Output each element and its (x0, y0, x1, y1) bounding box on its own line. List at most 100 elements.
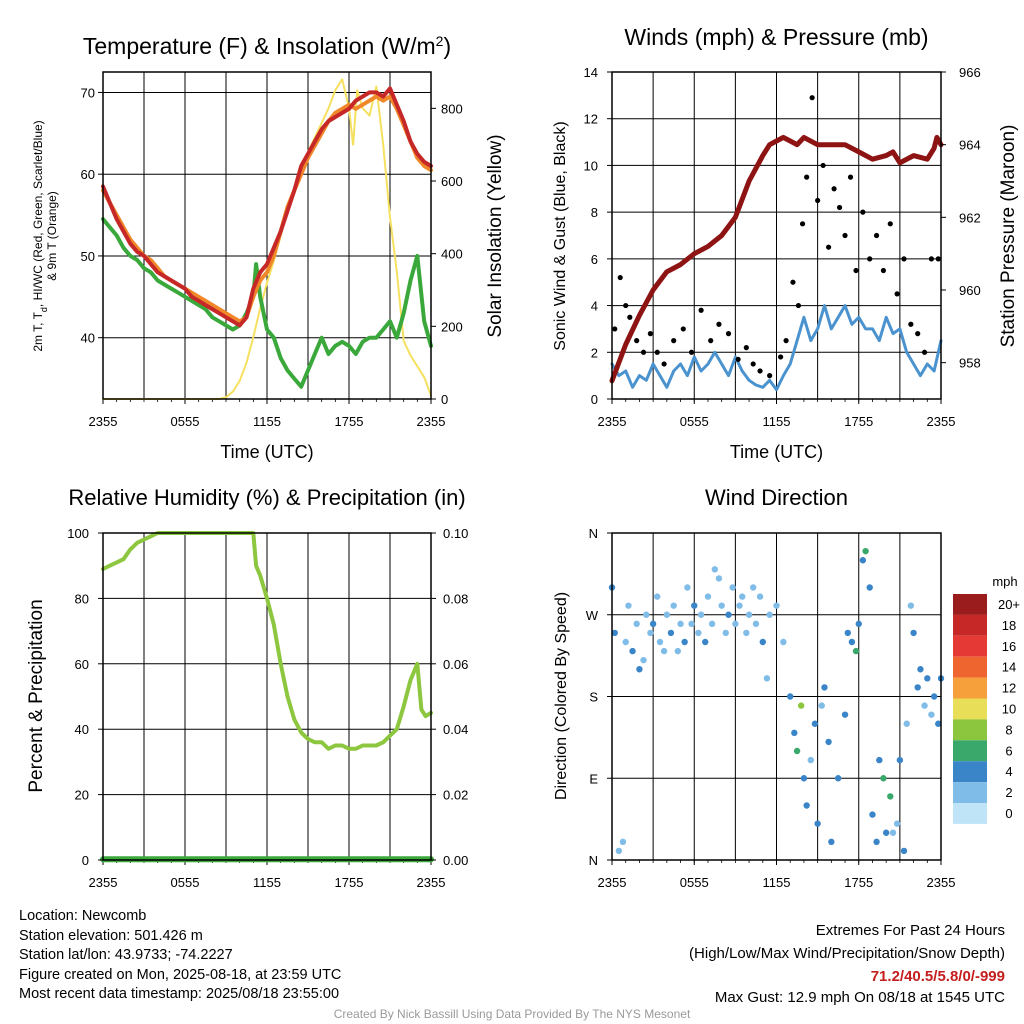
figure-created: Figure created on Mon, 2025-08-18, at 23… (19, 966, 342, 983)
x-tick-label: 0555 (171, 414, 200, 429)
x-tick-label: 1155 (253, 414, 281, 429)
x-axis-label: Time (UTC) (220, 442, 313, 462)
gust-point (698, 307, 704, 313)
direction-point (876, 756, 883, 764)
direction-point (828, 838, 835, 846)
legend-swatch (953, 740, 987, 762)
legend-label: 8 (1005, 722, 1012, 737)
speed-legend: mph 20+ 18 16 14 12 10 8 6 4 2 0 (953, 574, 1020, 824)
y2-tick-label: 0.02 (443, 788, 468, 803)
gust-point (617, 274, 623, 281)
plot-border (102, 532, 432, 861)
y-axis-label: Direction (Colored By Speed) (553, 592, 570, 800)
gust-point (790, 279, 796, 285)
gust-point (842, 232, 848, 239)
direction-point (814, 820, 821, 827)
legend-swatch (953, 594, 987, 615)
legend-label: 18 (1002, 618, 1016, 633)
direction-point (611, 629, 618, 637)
series-line-pressure (609, 134, 944, 384)
gust-point (815, 197, 821, 204)
y-tick-label: 8 (591, 205, 598, 220)
gust-point (887, 221, 893, 227)
chart-title: Winds (mph) & Pressure (mb) (624, 24, 928, 50)
legend-label: 0 (1005, 806, 1012, 821)
direction-point (633, 620, 640, 628)
y-tick-label: 4 (591, 299, 598, 314)
legend-swatch (953, 677, 987, 699)
direction-point (715, 575, 723, 582)
direction-point (615, 847, 623, 855)
recent-timestamp: Most recent data timestamp: 2025/08/18 2… (19, 986, 340, 1002)
legend-swatch (953, 761, 987, 783)
series-line-2 (101, 217, 433, 389)
x-tick-label: 2355 (927, 875, 956, 890)
y-tick-label: 12 (584, 112, 598, 127)
direction-point (924, 675, 931, 682)
gust-point (743, 345, 749, 351)
direction-point (708, 620, 716, 628)
y-tick-label: 50 (81, 249, 95, 264)
x-tick-label: 1155 (253, 875, 281, 890)
direction-point (663, 611, 671, 618)
direction-point (882, 829, 890, 836)
direction-point (935, 720, 942, 727)
gust-point (708, 338, 714, 344)
gust-point (860, 209, 866, 215)
gust-point (612, 326, 618, 332)
chart-panel-3: 2355 0555 1155 1755 2355 Relative Humidity (%… (26, 485, 468, 890)
y2-tick-label: 600 (441, 174, 463, 189)
direction-point (841, 711, 849, 718)
direction-point (873, 838, 880, 846)
direction-point (674, 647, 681, 655)
direction-point (704, 593, 712, 600)
y-tick-label: 80 (75, 591, 89, 606)
direction-point (910, 629, 917, 637)
y2-axis-label: Solar Insolation (Yellow) (485, 134, 506, 337)
y2-tick-label: 966 (959, 65, 981, 80)
direction-point (649, 620, 657, 628)
direction-point (887, 793, 894, 800)
series-line-4 (101, 86, 433, 328)
legend-swatch (953, 698, 987, 720)
x-tick-label: 2355 (89, 414, 118, 429)
station-location: Location: Newcomb (19, 908, 147, 924)
y-axis-label: Sonic Wind & Gust (Blue, Black) (552, 121, 569, 350)
direction-point (736, 602, 743, 609)
direction-point (852, 647, 860, 655)
gust-point (757, 368, 763, 374)
y-tick-label: 60 (81, 167, 95, 182)
gust-point (799, 221, 806, 227)
gust-point (804, 174, 810, 180)
legend-swatch (953, 635, 987, 657)
direction-point (859, 557, 867, 564)
y2-tick-label: 400 (441, 247, 463, 262)
direction-point (656, 638, 664, 646)
x-tick-label: 2355 (417, 414, 446, 429)
direction-point (636, 666, 643, 673)
direction-point (619, 838, 627, 846)
y-tick-label: 2 (591, 345, 598, 360)
y-tick-label: N (589, 526, 598, 541)
y-tick-label: 40 (81, 331, 95, 346)
legend-label: 14 (1002, 660, 1016, 675)
legend-label: 10 (1002, 702, 1016, 717)
y-tick-label: 0 (591, 392, 598, 407)
direction-point (691, 602, 698, 609)
credit-line: Created By Nick Bassill Using Data Provi… (333, 1007, 691, 1021)
legend-label: 6 (1005, 743, 1012, 758)
direction-point (791, 729, 798, 737)
series-line-wind (610, 304, 943, 392)
y2-tick-label: 0.06 (443, 657, 468, 672)
direction-point (889, 829, 897, 836)
direction-point (903, 720, 910, 727)
x-tick-label: 1755 (844, 875, 873, 890)
direction-point (825, 738, 832, 746)
gust-point (820, 162, 826, 169)
legend-swatch (953, 803, 987, 824)
legend-label: 2 (1005, 785, 1012, 800)
direction-point (834, 775, 842, 782)
gust-point (680, 326, 686, 332)
extremes-subtitle: (High/Low/Max Wind/Precipitation/Snow De… (689, 945, 1005, 962)
